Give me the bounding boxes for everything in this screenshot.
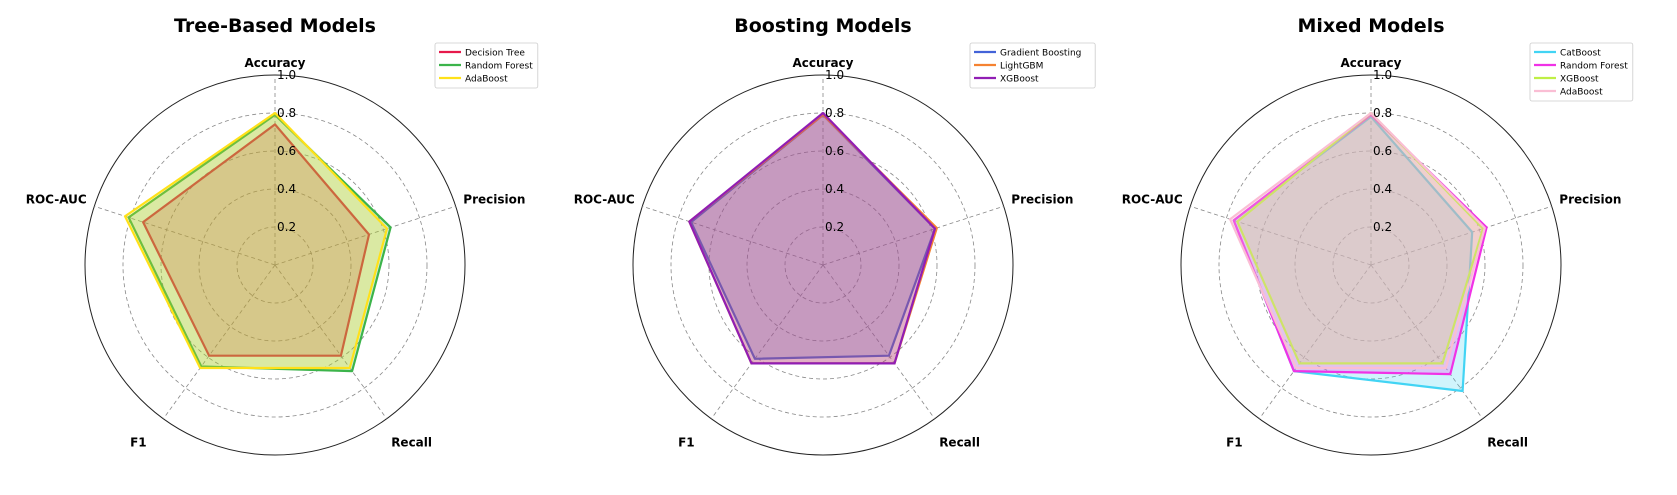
r-tick-label: 0.6 bbox=[825, 144, 844, 158]
axis-label-roc-auc: ROC-AUC bbox=[26, 192, 87, 206]
legend: Gradient Boosting LightGBM XGBoost bbox=[969, 42, 1096, 89]
spoke-line bbox=[162, 264, 276, 419]
chart-title: Mixed Models bbox=[1297, 15, 1444, 37]
spoke-line bbox=[274, 264, 388, 419]
r-tick-label: 0.2 bbox=[1373, 220, 1392, 234]
spoke-line bbox=[1370, 264, 1484, 419]
series-polygon-xgboost bbox=[1236, 111, 1485, 365]
spoke-line bbox=[1258, 264, 1372, 419]
axis-label-accuracy: Accuracy bbox=[244, 56, 305, 70]
r-tick-label: 0.8 bbox=[277, 106, 296, 120]
legend-label: CatBoost bbox=[1560, 49, 1601, 59]
series-polygon-random-forest bbox=[1232, 113, 1488, 376]
legend-box bbox=[434, 42, 539, 89]
r-tick-label: 0.8 bbox=[825, 106, 844, 120]
axis-label-recall: Recall bbox=[391, 436, 432, 450]
legend-label: AdaBoost bbox=[1560, 88, 1603, 98]
axis-label-f1: F1 bbox=[678, 436, 695, 450]
axis-label-accuracy: Accuracy bbox=[792, 56, 853, 70]
legend-label: Decision Tree bbox=[465, 49, 525, 59]
legend: CatBoost Random Forest XGBoost AdaBoost bbox=[1529, 42, 1634, 102]
series-polygon-decision-tree bbox=[142, 123, 371, 357]
legend-box bbox=[969, 42, 1096, 89]
legend-label: XGBoost bbox=[1000, 75, 1039, 85]
grid-circle bbox=[198, 188, 352, 342]
r-tick-label: 1.0 bbox=[825, 68, 844, 82]
r-tick-label: 0.2 bbox=[277, 220, 296, 234]
legend-label: LightGBM bbox=[1000, 62, 1043, 72]
legend-label: Random Forest bbox=[1560, 62, 1628, 72]
legend-label: XGBoost bbox=[1560, 75, 1599, 85]
spoke-line bbox=[94, 205, 276, 266]
spoke-line bbox=[642, 205, 824, 266]
chart-title: Tree-Based Models bbox=[174, 15, 376, 37]
axis-label-recall: Recall bbox=[939, 436, 980, 450]
spoke-line bbox=[822, 205, 1004, 266]
r-tick-label: 1.0 bbox=[277, 68, 296, 82]
axis-label-precision: Precision bbox=[1011, 192, 1073, 206]
legend: Decision Tree Random Forest AdaBoost bbox=[434, 42, 539, 89]
series-polygon-adaboost bbox=[1228, 111, 1486, 370]
grid-circle bbox=[160, 150, 390, 380]
spoke-line bbox=[274, 205, 456, 266]
legend-label: Gradient Boosting bbox=[1000, 49, 1081, 59]
axis-label-roc-auc: ROC-AUC bbox=[1122, 192, 1183, 206]
r-tick-label: 0.4 bbox=[277, 182, 296, 196]
spoke-line bbox=[1370, 205, 1552, 266]
axis-label-precision: Precision bbox=[1559, 192, 1621, 206]
axis-label-f1: F1 bbox=[130, 436, 147, 450]
radar-chart-1: Tree-Based Models 0.2 0.4 0.6 0.8 1.0Accuracy… bbox=[26, 15, 539, 456]
series-polygon-adaboost bbox=[123, 111, 389, 370]
axis-label-roc-auc: ROC-AUC bbox=[574, 192, 635, 206]
axis-label-f1: F1 bbox=[1226, 436, 1243, 450]
grid-circle bbox=[746, 188, 900, 342]
axis-label-accuracy: Accuracy bbox=[1340, 56, 1401, 70]
spoke-line bbox=[822, 264, 936, 419]
legend-label: Random Forest bbox=[465, 62, 533, 72]
legend-box bbox=[1529, 42, 1634, 102]
r-tick-label: 0.4 bbox=[1373, 182, 1392, 196]
r-tick-label: 1.0 bbox=[1373, 68, 1392, 82]
grid-circle bbox=[1294, 188, 1448, 342]
r-tick-label: 0.6 bbox=[277, 144, 296, 158]
spoke-line bbox=[1190, 205, 1372, 266]
legend-label: AdaBoost bbox=[465, 75, 508, 85]
chart-title: Boosting Models bbox=[734, 15, 912, 37]
r-tick-label: 0.6 bbox=[1373, 144, 1392, 158]
axis-label-recall: Recall bbox=[1487, 436, 1528, 450]
spoke-line bbox=[710, 264, 824, 419]
r-tick-label: 0.2 bbox=[825, 220, 844, 234]
r-tick-label: 0.8 bbox=[1373, 106, 1392, 120]
axis-label-precision: Precision bbox=[463, 192, 525, 206]
series-polygon-xgboost bbox=[688, 111, 937, 365]
r-tick-label: 0.4 bbox=[825, 182, 844, 196]
